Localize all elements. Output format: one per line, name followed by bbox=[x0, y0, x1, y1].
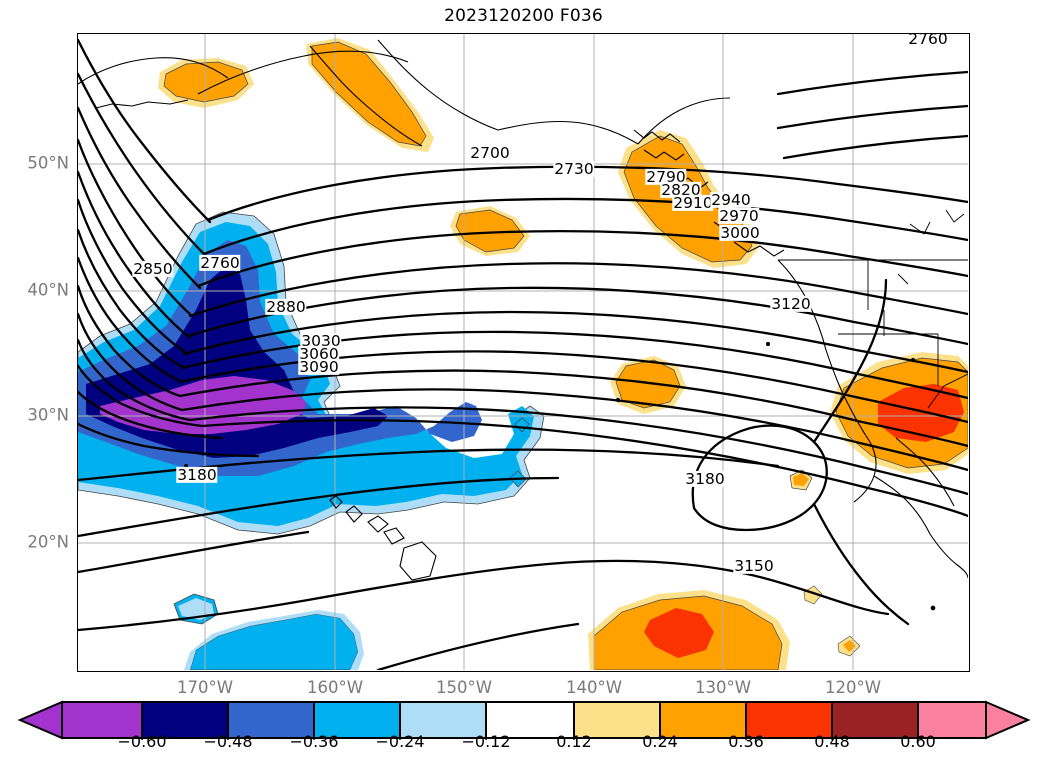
xtick-label: 120°W bbox=[824, 678, 882, 697]
colorbar-tick-label: −0.60 bbox=[117, 732, 167, 751]
contour-label: 3150 bbox=[733, 556, 775, 575]
colorbar-tick-label: −0.24 bbox=[375, 732, 425, 751]
contour-label: 2970 bbox=[718, 206, 760, 225]
contour-label: 3180 bbox=[176, 465, 218, 484]
contour-label: 2730 bbox=[553, 159, 595, 178]
contour-label: 3090 bbox=[298, 357, 340, 376]
ytick-label: 40°N bbox=[27, 280, 69, 300]
colorbar: −0.60 −0.48 −0.36 −0.24 −0.12 0.12 0.24 … bbox=[0, 700, 1047, 765]
contour-label: 3120 bbox=[770, 294, 812, 313]
contour-patch-pos-baja-core bbox=[878, 384, 964, 442]
colorbar-cell bbox=[313, 701, 401, 739]
colorbar-segments bbox=[17, 700, 1031, 740]
contour-patch-pos-tiny bbox=[793, 473, 809, 486]
filled-contour-layer bbox=[78, 38, 968, 670]
contour-label: 3030 bbox=[300, 331, 342, 350]
height-contour-lines bbox=[78, 38, 968, 670]
contour-patch-pos-alaska bbox=[311, 41, 427, 147]
contour-patch-pos-midpac bbox=[455, 209, 525, 253]
colorbar-cell bbox=[141, 701, 229, 739]
contour-label: 2910 bbox=[672, 193, 714, 212]
contour-patch-small bbox=[514, 417, 530, 433]
contour-label: 2700 bbox=[469, 143, 511, 162]
colorbar-tick-label: 0.36 bbox=[728, 732, 764, 751]
figure-title: 2023120200 F036 bbox=[444, 6, 603, 26]
contour-patch-pos-south-core bbox=[644, 608, 714, 658]
colorbar-svg bbox=[17, 700, 1031, 745]
colorbar-cell bbox=[917, 701, 987, 739]
contour-label: 3000 bbox=[719, 223, 761, 242]
colorbar-tick-label: −0.12 bbox=[461, 732, 511, 751]
contour-label: 2760 bbox=[907, 34, 949, 47]
colorbar-cell bbox=[227, 701, 315, 739]
contour-label: 3060 bbox=[298, 344, 340, 363]
contour-patch-pos-aleutian-w bbox=[163, 61, 249, 103]
map-plot-area: 2760 2700 2730 2790 2820 2910 2940 2970 … bbox=[77, 33, 970, 672]
colorbar-extend-min bbox=[17, 700, 63, 740]
colorbar-tick-label: 0.60 bbox=[900, 732, 936, 751]
colorbar-cell bbox=[573, 701, 661, 739]
contour-label: 2820 bbox=[660, 180, 702, 199]
ytick-label: 50°N bbox=[27, 153, 69, 173]
contour-patch-south-blue bbox=[189, 613, 359, 670]
contour-label: 2850 bbox=[132, 259, 174, 278]
colorbar-cell bbox=[399, 701, 487, 739]
colorbar-cell bbox=[659, 701, 747, 739]
colorbar-tick-label: −0.48 bbox=[203, 732, 253, 751]
colorbar-cell bbox=[831, 701, 919, 739]
contour-label: 2760 bbox=[199, 253, 241, 272]
colorbar-cell bbox=[485, 701, 575, 739]
xtick-label: 170°W bbox=[176, 678, 234, 697]
colorbar-extend-max bbox=[985, 700, 1031, 740]
gridlines bbox=[78, 34, 968, 670]
colorbar-cell bbox=[61, 701, 143, 739]
colorbar-tick-label: 0.24 bbox=[642, 732, 678, 751]
xtick-label: 130°W bbox=[694, 678, 752, 697]
contour-label: 3180 bbox=[684, 469, 726, 488]
contour-band-neg-0.60 bbox=[100, 376, 306, 434]
xtick-label: 140°W bbox=[565, 678, 623, 697]
contour-label: 2790 bbox=[645, 167, 687, 186]
contour-label: 2940 bbox=[710, 190, 752, 209]
colorbar-tick-label: 0.48 bbox=[814, 732, 850, 751]
xtick-label: 160°W bbox=[306, 678, 364, 697]
ytick-label: 20°N bbox=[27, 532, 69, 552]
map-svg bbox=[78, 34, 968, 670]
colorbar-tick-label: 0.12 bbox=[556, 732, 592, 751]
colorbar-tick-label: −0.36 bbox=[289, 732, 339, 751]
xtick-label: 150°W bbox=[435, 678, 493, 697]
contour-label: 2880 bbox=[265, 297, 307, 316]
ytick-label: 30°N bbox=[27, 405, 69, 425]
